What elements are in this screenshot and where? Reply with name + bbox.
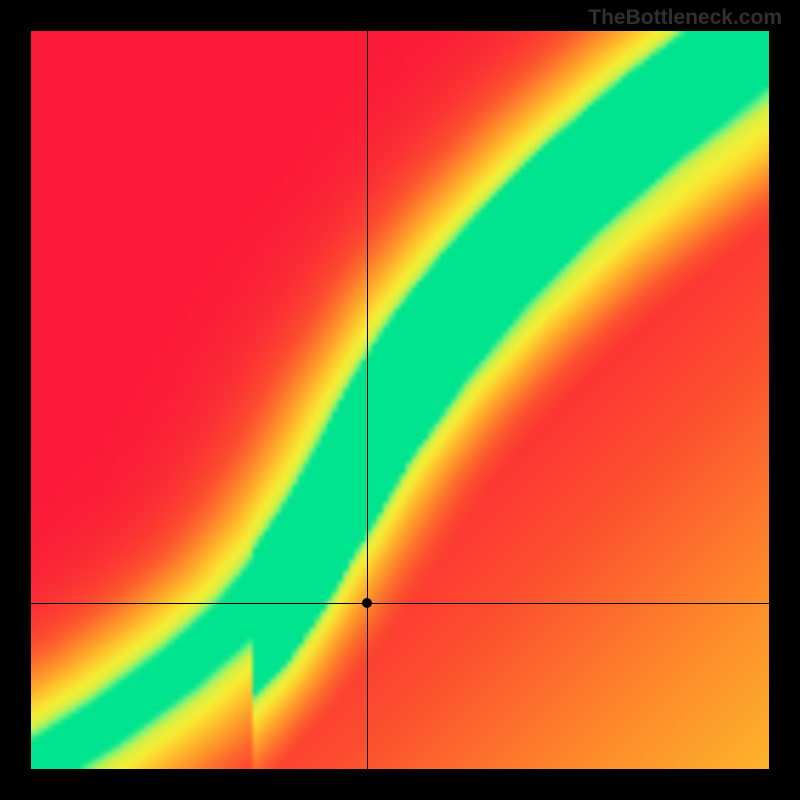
crosshair-horizontal bbox=[31, 603, 769, 604]
crosshair-vertical bbox=[367, 31, 368, 769]
bottleneck-heatmap bbox=[31, 31, 769, 769]
selection-marker bbox=[362, 598, 372, 608]
watermark-text: TheBottleneck.com bbox=[588, 6, 782, 30]
heatmap-canvas bbox=[31, 31, 769, 769]
